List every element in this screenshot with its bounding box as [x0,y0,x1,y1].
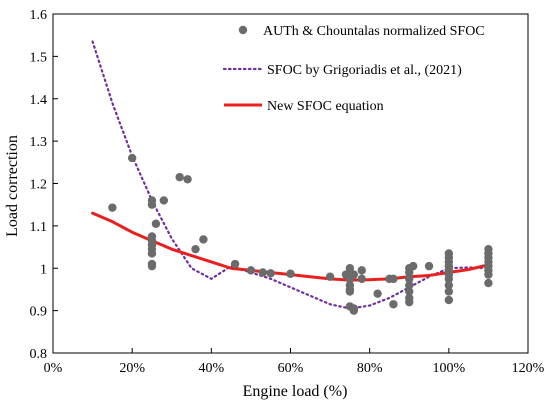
data-point [405,297,414,307]
x-tick-label: 40% [198,361,224,376]
y-tick-label: 1.2 [30,178,48,193]
x-tick-label: 0% [44,361,63,376]
x-tick-label: 20% [119,361,145,376]
x-axis-label: Engine load (%) [243,383,348,400]
data-point [444,274,454,284]
data-point [108,203,117,212]
data-point [405,281,414,290]
legend-label-measured: AUTh & Chountalas normalized SFOC [263,24,485,39]
data-point [147,249,157,258]
data-point [286,269,295,278]
data-point [389,274,398,284]
data-point [405,268,414,277]
data-point [405,274,414,284]
data-point [345,287,355,296]
data-point [147,200,157,209]
data-point [199,235,208,244]
y-tick-label: 1.6 [30,8,48,23]
x-tick-label: 120% [512,361,545,376]
data-point [349,270,359,279]
series-line-1 [91,40,490,310]
data-point [357,266,366,275]
data-point [444,281,454,290]
x-tick-label: 60% [278,361,304,376]
data-point [151,219,161,228]
data-point [191,244,200,254]
data-point [147,261,157,271]
y-tick-label: 1.5 [30,50,48,65]
y-tick-label: 0.8 [30,347,48,362]
data-point [230,259,240,269]
y-tick-label: 1.4 [30,93,48,108]
data-point [349,306,359,315]
data-point [159,196,169,205]
data-point [183,175,192,184]
data-point [175,172,184,182]
data-point [325,272,335,281]
y-tick-label: 1.3 [30,135,48,150]
data-point [484,278,493,288]
data-point [246,266,256,275]
data-point [258,268,267,277]
series-layer [91,40,493,315]
legend-marker-measured [238,25,248,35]
legend-label-new-equation: New SFOC equation [267,99,384,114]
data-point [266,269,275,278]
x-tick-label: 80% [357,361,383,376]
legend-item-new-equation: New SFOC equation [224,99,384,114]
y-tick-label: 1.1 [30,220,48,235]
legend: AUTh & Chountalas normalized SFOC SFOC b… [222,24,485,114]
data-point [127,153,137,163]
data-point [409,261,418,271]
data-point [444,287,454,296]
data-point [373,289,382,298]
data-point [389,300,398,309]
legend-item-grigoriadis: SFOC by Grigoriadis et al., (2021) [222,63,462,78]
data-point [424,261,434,271]
axes [52,13,529,354]
y-tick-label: 1 [40,262,47,277]
data-point [405,287,414,296]
data-point [357,274,366,284]
data-point [484,270,493,279]
legend-item-measured: AUTh & Chountalas normalized SFOC [238,24,485,39]
y-tick-label: 0.9 [30,305,48,320]
x-tick-label: 100% [432,361,465,376]
legend-label-grigoriadis: SFOC by Grigoriadis et al., (2021) [267,63,462,78]
data-point [444,295,454,305]
y-axis-label: Load correction [4,135,21,237]
tick-labels: 0% 20% 40% 60% 80% 100% 120% 0.8 0.9 1 1.1 1.2 1.3 1.… [30,8,545,376]
